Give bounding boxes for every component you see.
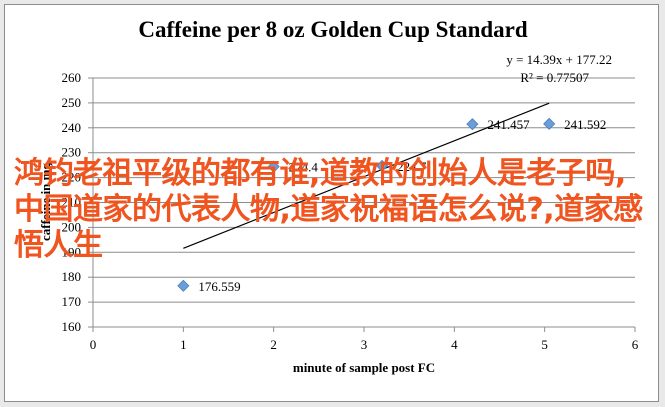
x-tick-label: 3 xyxy=(361,337,368,352)
data-point-marker xyxy=(177,279,190,292)
x-tick-label: 2 xyxy=(270,337,277,352)
y-tick-label: 250 xyxy=(62,95,82,110)
y-tick-labels: 160 170 180 190 200 210 220 230 240 250 260 xyxy=(62,70,82,334)
x-tick-label: 5 xyxy=(541,337,548,352)
x-tick-label: 0 xyxy=(90,337,97,352)
x-axis-title: minute of sample post FC xyxy=(293,360,435,375)
trendline-r-squared: R² = 0.77507 xyxy=(520,70,589,85)
trendline xyxy=(183,102,550,249)
data-point-label: 241.592 xyxy=(564,117,606,132)
trendline-equation: y = 14.39x + 177.22 xyxy=(506,52,612,67)
y-tick-label: 240 xyxy=(62,120,82,135)
x-tick-label: 4 xyxy=(451,337,458,352)
y-tick-label: 200 xyxy=(62,219,82,234)
data-labels: 176.559 224.4 224.7 241.457 241.592 xyxy=(198,117,606,294)
y-axis-title: caffeine in mg xyxy=(38,163,53,241)
y-tick-label: 160 xyxy=(62,319,82,334)
data-point-label: 241.457 xyxy=(487,117,530,132)
data-point-marker xyxy=(376,159,389,172)
y-tick-label: 230 xyxy=(62,145,82,160)
y-tick-label: 190 xyxy=(62,244,82,259)
chart-title: Caffeine per 8 oz Golden Cup Standard xyxy=(138,17,528,42)
data-point-marker xyxy=(543,117,556,130)
x-tick-label: 1 xyxy=(180,337,187,352)
y-tick-label: 220 xyxy=(62,170,82,185)
x-tick-label: 6 xyxy=(632,337,639,352)
y-tick-label: 170 xyxy=(62,294,82,309)
y-tick-label: 260 xyxy=(62,70,82,85)
gridlines xyxy=(88,77,636,332)
data-point-marker xyxy=(267,160,280,173)
axes xyxy=(92,78,635,328)
x-tick-labels: 0 1 2 3 4 5 6 xyxy=(90,337,639,352)
data-points xyxy=(177,117,556,292)
y-tick-label: 180 xyxy=(62,269,82,284)
data-point-marker xyxy=(466,118,479,131)
data-point-label: 224.4 xyxy=(289,160,319,175)
data-point-label: 224.7 xyxy=(397,159,427,174)
y-tick-label: 210 xyxy=(62,195,82,210)
data-point-label: 176.559 xyxy=(198,279,240,294)
